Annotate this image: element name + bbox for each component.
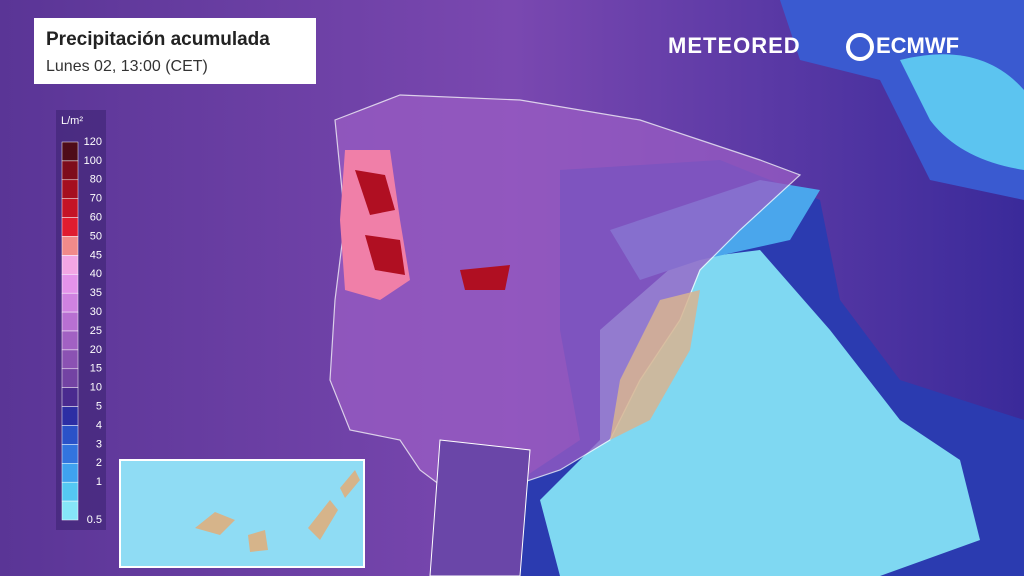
legend-swatch — [61, 444, 79, 464]
canary-inset — [119, 459, 365, 568]
legend-swatch — [61, 481, 79, 502]
legend-label: 30 — [90, 306, 102, 318]
brand-ecmwf: ECMWF — [876, 33, 959, 58]
legend-swatch — [61, 330, 79, 351]
legend-label: 1 — [96, 476, 102, 488]
legend-swatch — [61, 255, 79, 275]
legend-label: 40 — [90, 268, 102, 280]
legend-swatch — [61, 160, 79, 181]
legend-swatch — [61, 292, 79, 313]
title-box — [34, 18, 316, 84]
legend-swatch — [61, 500, 79, 521]
legend-swatch — [61, 236, 79, 256]
legend-label: 5 — [96, 401, 102, 413]
heavy-rain — [355, 170, 510, 290]
brand-meteored: METEORED — [668, 33, 801, 58]
rain-area — [900, 54, 1024, 170]
islands — [195, 470, 360, 552]
rain-area — [780, 0, 1024, 200]
legend-swatch — [61, 217, 79, 237]
legend-label: 60 — [90, 212, 102, 224]
legend-label: 3 — [96, 438, 102, 450]
legend-swatch — [61, 349, 79, 370]
legend-swatch — [61, 198, 79, 218]
africa — [429, 439, 531, 577]
legend-label: 45 — [90, 249, 102, 261]
legend-swatch — [61, 425, 79, 445]
legend-label: 4 — [96, 419, 102, 431]
legend-swatch — [61, 387, 79, 407]
legend-label: 20 — [90, 344, 102, 356]
legend-swatch — [61, 406, 79, 426]
legend-swatch — [61, 463, 79, 483]
legend-swatch — [61, 141, 79, 162]
legend-label: 50 — [90, 230, 102, 242]
legend-swatch — [61, 368, 79, 388]
legend-swatch — [61, 311, 79, 332]
legend-label: 15 — [90, 363, 102, 375]
legend-label: 10 — [90, 382, 102, 394]
legend-label: 70 — [90, 193, 102, 205]
legend-label: 35 — [90, 287, 102, 299]
legend-label: 0.5 — [87, 514, 102, 526]
legend-swatch — [61, 274, 79, 294]
title: Precipitación acumulada — [46, 29, 270, 50]
land-dry — [610, 290, 700, 440]
legend-label: 2 — [96, 457, 102, 469]
legend-label: 25 — [90, 325, 102, 337]
legend: 120 100 80 70 60 50 45 40 35 30 25 20 15 10 5 4 3 2 1 0.5 — [61, 136, 102, 526]
legend-swatch — [61, 179, 79, 199]
subtitle: Lunes 02, 13:00 (CET) — [46, 58, 208, 75]
legend-label: 80 — [90, 174, 102, 186]
legend-label: 120 — [84, 136, 102, 148]
legend-unit: L/m² — [61, 115, 83, 127]
ecmwf-logo — [846, 33, 874, 61]
legend-label: 100 — [84, 155, 102, 167]
